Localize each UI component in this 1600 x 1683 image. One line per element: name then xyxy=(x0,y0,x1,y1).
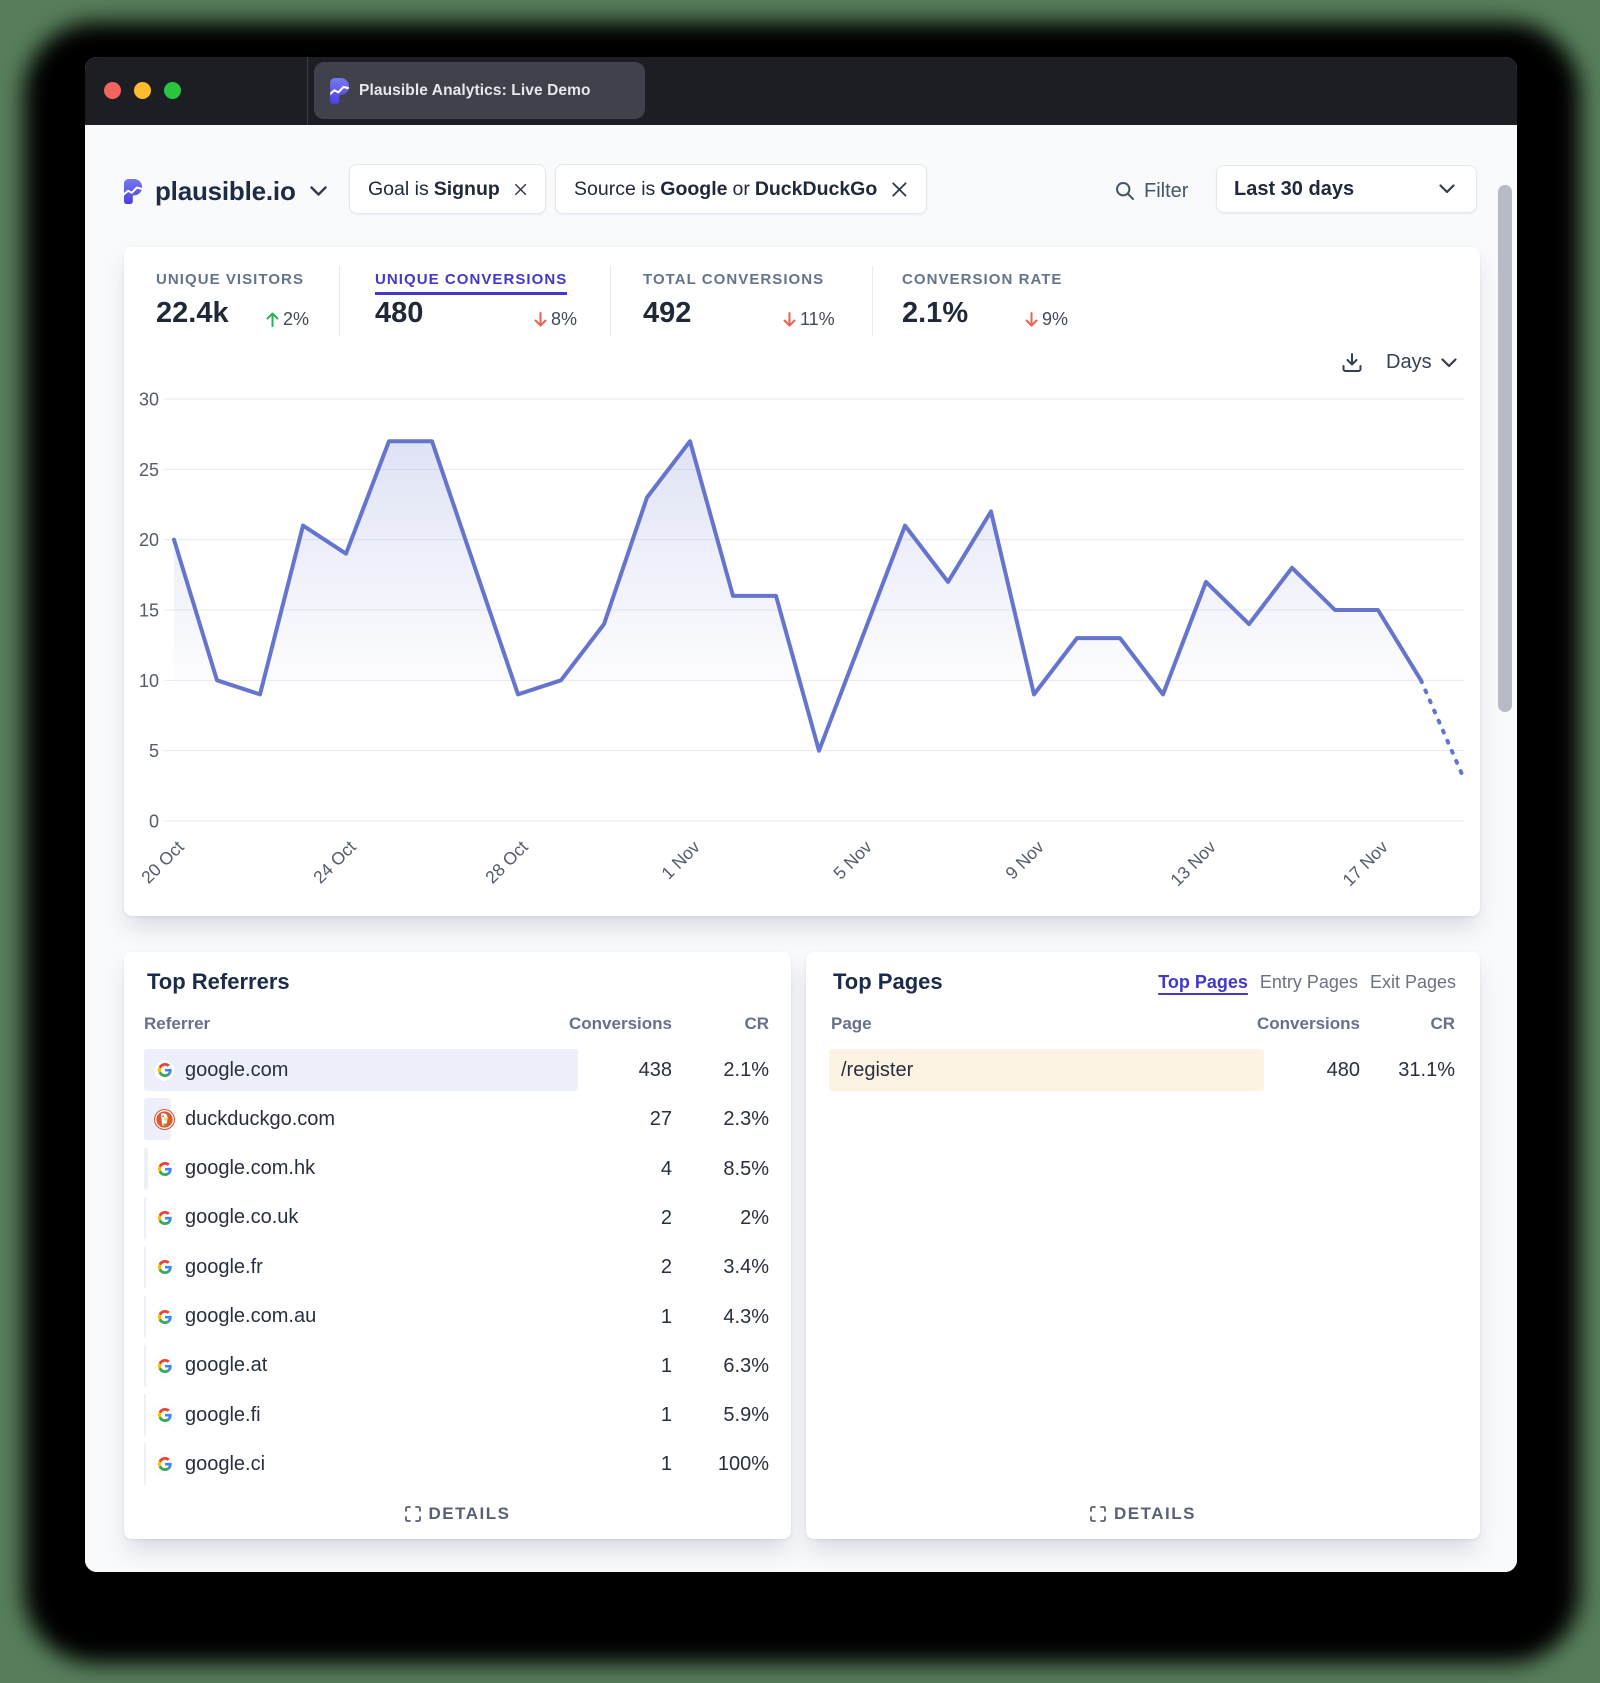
svg-text:10: 10 xyxy=(139,671,159,691)
svg-text:20: 20 xyxy=(139,530,159,550)
svg-text:0: 0 xyxy=(149,812,159,832)
svg-text:24 Oct: 24 Oct xyxy=(309,837,360,888)
svg-text:17 Nov: 17 Nov xyxy=(1338,837,1392,891)
svg-text:25: 25 xyxy=(139,460,159,480)
svg-text:15: 15 xyxy=(139,600,159,620)
svg-text:5 Nov: 5 Nov xyxy=(829,837,876,884)
svg-text:30: 30 xyxy=(139,389,159,409)
svg-text:5: 5 xyxy=(149,741,159,761)
svg-text:13 Nov: 13 Nov xyxy=(1166,837,1220,891)
svg-text:1 Nov: 1 Nov xyxy=(657,837,704,884)
svg-text:9 Nov: 9 Nov xyxy=(1001,837,1048,884)
svg-text:28 Oct: 28 Oct xyxy=(481,837,532,888)
svg-text:20 Oct: 20 Oct xyxy=(137,837,188,888)
